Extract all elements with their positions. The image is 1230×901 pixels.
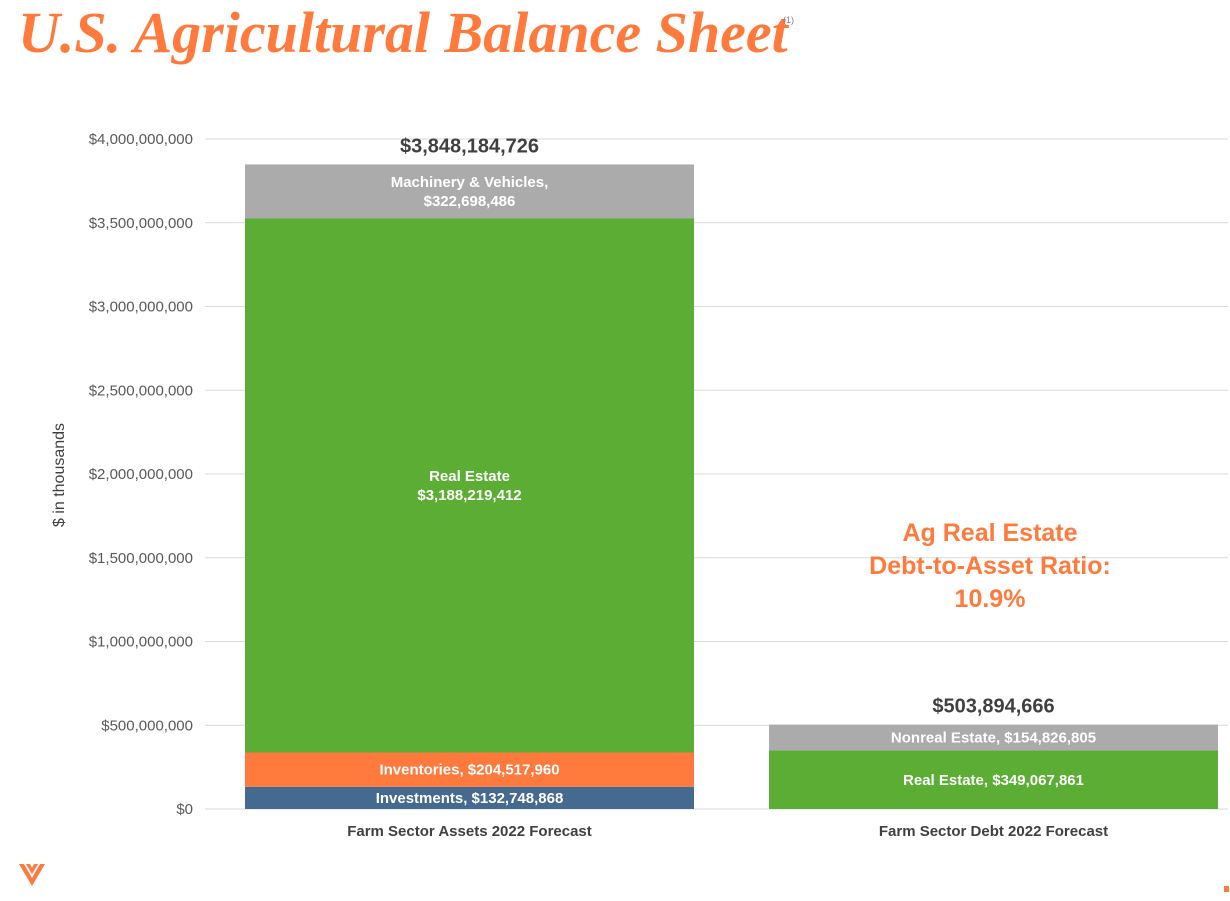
segment-data-label: Inventories, $204,517,960 (379, 762, 559, 779)
stack-total-label: $503,894,666 (932, 696, 1054, 718)
y-tick-label: $3,500,000,000 (89, 215, 193, 232)
footnote-marker: (1) (783, 15, 794, 25)
page-title: U.S. Agricultural Balance Sheet (18, 0, 788, 65)
y-tick-label: $2,000,000,000 (89, 466, 193, 483)
stack-total-label: $3,848,184,726 (400, 135, 539, 157)
y-tick-label: $3,000,000,000 (89, 299, 193, 316)
segment-data-label: Investments, $132,748,868 (376, 790, 564, 807)
corner-accent-mark (1224, 886, 1229, 892)
debt-to-asset-callout: 10.9% (955, 585, 1026, 613)
segment-data-label: Real Estate (429, 468, 510, 485)
x-category-label: Farm Sector Debt 2022 Forecast (879, 823, 1108, 840)
bar-segment (769, 724, 1218, 751)
chevron-logo-icon (19, 864, 45, 886)
segment-data-label: Real Estate, $349,067,861 (903, 772, 1084, 789)
x-category-label: Farm Sector Assets 2022 Forecast (347, 823, 592, 840)
bar-segment (245, 752, 694, 787)
segment-data-label: $322,698,486 (424, 193, 516, 210)
y-tick-label: $1,000,000,000 (89, 634, 193, 651)
y-axis-label: $ in thousands (51, 423, 68, 527)
y-tick-label: $4,000,000,000 (89, 131, 193, 148)
y-tick-label: $1,500,000,000 (89, 550, 193, 567)
debt-to-asset-callout: Ag Real Estate (902, 519, 1077, 547)
segment-data-label: Machinery & Vehicles, (391, 174, 549, 191)
bar-segment (245, 218, 694, 753)
debt-to-asset-callout: Debt-to-Asset Ratio: (869, 552, 1111, 580)
bar-segment (245, 786, 694, 809)
segment-data-label: $3,188,219,412 (417, 487, 521, 504)
y-tick-label: $0 (176, 801, 193, 818)
bar-segment (245, 164, 694, 219)
segment-data-label: Nonreal Estate, $154,826,805 (891, 730, 1096, 747)
y-tick-label: $500,000,000 (101, 717, 193, 734)
bar-segment (769, 750, 1218, 809)
y-tick-label: $2,500,000,000 (89, 382, 193, 399)
